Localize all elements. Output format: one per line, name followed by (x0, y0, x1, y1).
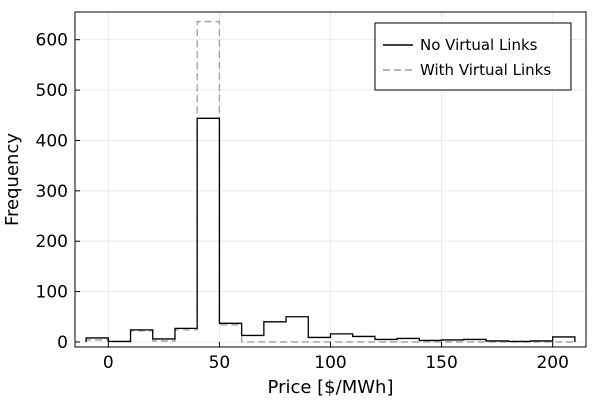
x-tick-label: 100 (314, 353, 346, 373)
y-tick-label: 600 (36, 31, 68, 51)
x-tick-label: 50 (209, 353, 231, 373)
legend-box (374, 22, 572, 91)
y-tick-label: 200 (36, 232, 68, 252)
x-tick-label: 150 (425, 353, 457, 373)
y-tick-label: 300 (36, 182, 68, 202)
series-layer (85, 20, 576, 343)
y-axis-label: Frequency (2, 133, 23, 226)
y-tick-label: 0 (57, 333, 68, 353)
y-tick-label: 100 (36, 283, 68, 303)
legend-label-no-virtual-links: No Virtual Links (420, 36, 538, 54)
legend-label-with-virtual-links: With Virtual Links (420, 61, 551, 79)
y-tick-label: 500 (36, 81, 68, 101)
y-tick-label: 400 (36, 131, 68, 151)
x-axis-label: Price [$/MWh] (268, 377, 394, 398)
x-tick-label: 200 (536, 353, 568, 373)
legend: No Virtual Links With Virtual Links (374, 22, 572, 91)
axis-ticks: 0 50 100 150 200 0 100 200 300 400 500 600 (36, 31, 569, 373)
x-tick-label: 0 (103, 353, 114, 373)
series-no-virtual-links (85, 117, 576, 343)
